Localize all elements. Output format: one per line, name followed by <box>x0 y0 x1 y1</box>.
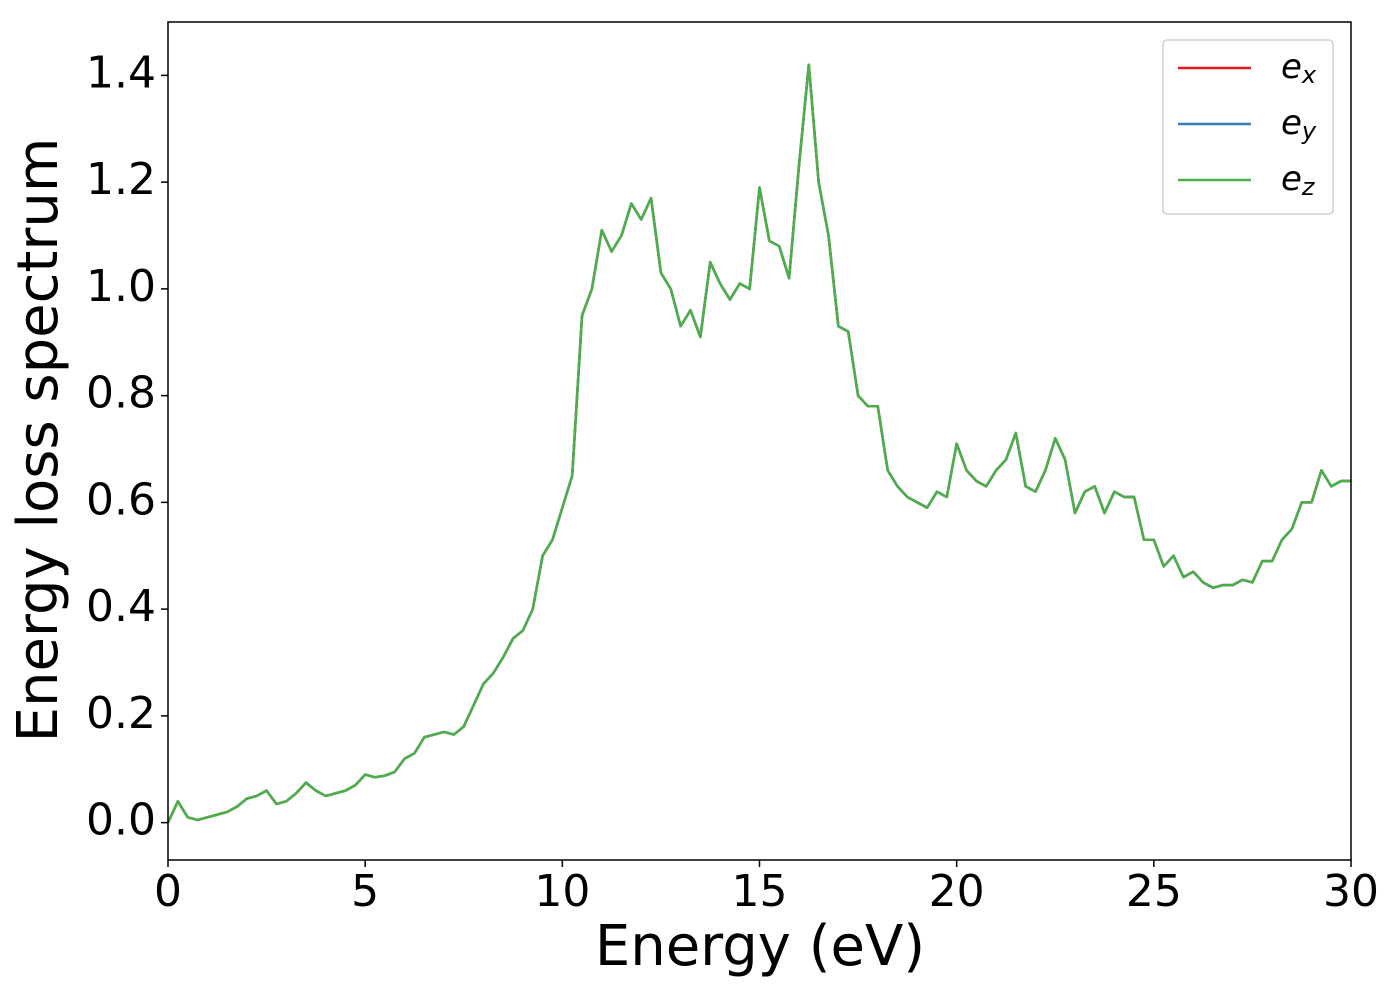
x-tick-label: 25 <box>1126 866 1182 917</box>
x-axis-label: Energy (eV) <box>595 914 925 979</box>
legend-box <box>1162 39 1334 215</box>
y-tick-label: 0.6 <box>86 474 156 525</box>
legend-label: ey <box>1281 103 1317 146</box>
series-line <box>166 63 1351 824</box>
y-tick-label: 0.8 <box>86 368 156 419</box>
y-tick-label: 0.0 <box>86 795 156 846</box>
y-tick-label: 0.2 <box>86 688 156 739</box>
plot-frame <box>167 21 1352 861</box>
x-tick-label: 15 <box>732 866 788 917</box>
x-tick-label: 5 <box>351 866 379 917</box>
x-tick-label: 20 <box>929 866 985 917</box>
y-tick-label: 1.4 <box>86 47 156 98</box>
x-tick-label: 30 <box>1323 866 1379 917</box>
y-tick-label: 1.2 <box>86 154 156 205</box>
legend-label: ez <box>1281 159 1316 202</box>
y-axis-label: Energy loss spectrum <box>6 138 71 743</box>
y-tick-label: 0.4 <box>86 581 156 632</box>
legend-label: ex <box>1281 47 1317 90</box>
x-tick-label: 0 <box>154 866 182 917</box>
x-tick-label: 10 <box>534 866 590 917</box>
legend: ex ey ez <box>1162 39 1334 215</box>
y-tick-label: 1.0 <box>86 261 156 312</box>
